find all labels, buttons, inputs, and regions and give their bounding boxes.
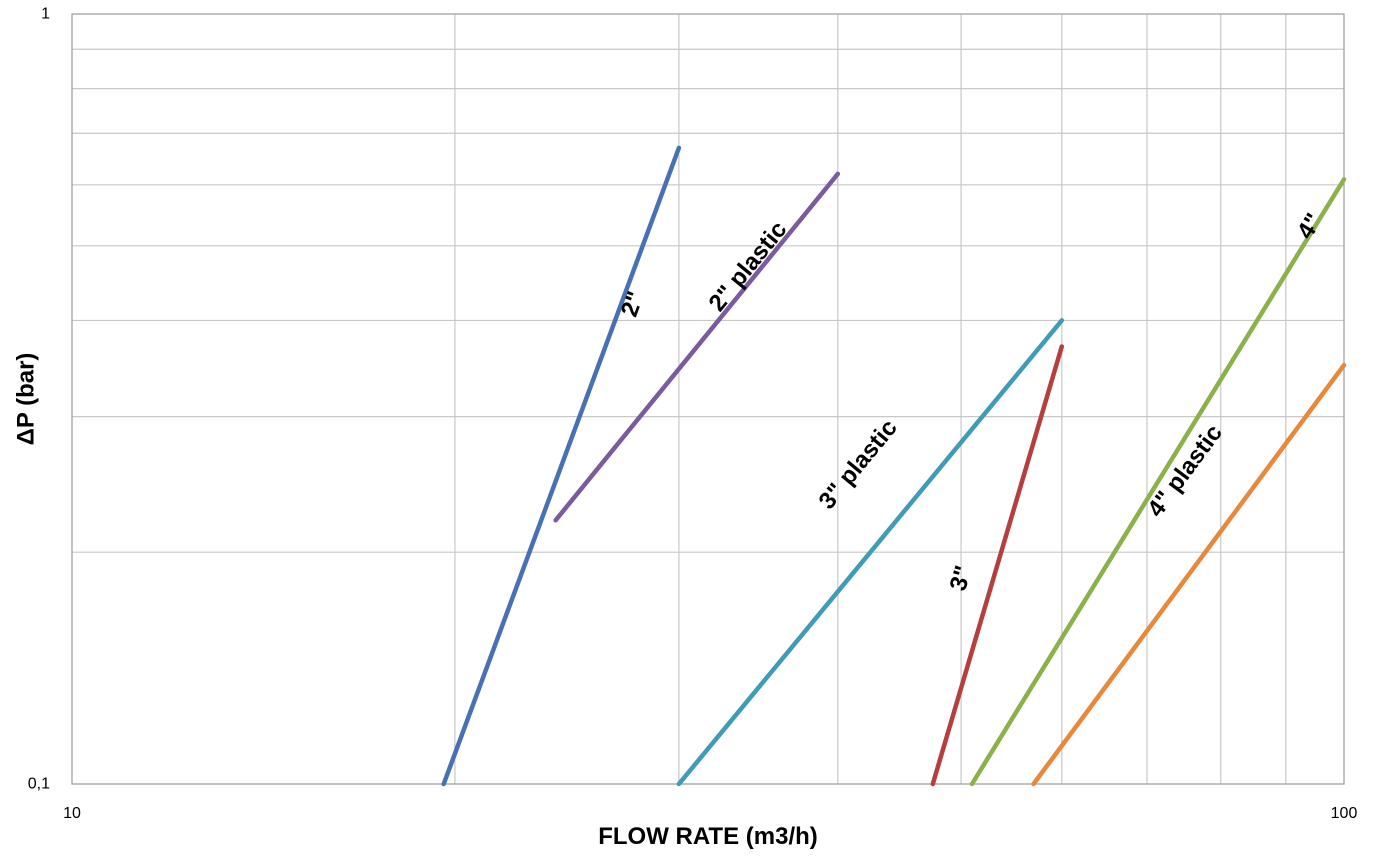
y-tick-label-2: 1 [41, 6, 50, 23]
series-line-5 [969, 177, 1347, 787]
x-tick-label-1: 10 [63, 805, 81, 822]
x-tick-label-2: 100 [1331, 805, 1358, 822]
series-label-1: 2" [616, 288, 650, 321]
y-tick-label-1: 0,1 [28, 776, 50, 793]
series-label-4: 3" [945, 563, 978, 594]
y-axis-title: ΔP (bar) [13, 353, 40, 446]
axes-layer: 10 100 0,1 1 FLOW RATE (m3/h) ΔP (bar) [13, 6, 1358, 851]
series-line-6 [1031, 362, 1347, 787]
series-label-2: 2" plastic [704, 216, 793, 316]
series-label-3: 3" plastic [814, 415, 903, 515]
plot-area-border [71, 13, 1345, 785]
grid-layer [71, 13, 1345, 785]
series-line-4 [930, 344, 1065, 787]
x-axis-title: FLOW RATE (m3/h) [598, 823, 818, 850]
series-layer [441, 145, 1347, 787]
series-line-2 [553, 171, 841, 523]
series-line-3 [676, 318, 1065, 787]
series-line-1 [441, 145, 682, 787]
